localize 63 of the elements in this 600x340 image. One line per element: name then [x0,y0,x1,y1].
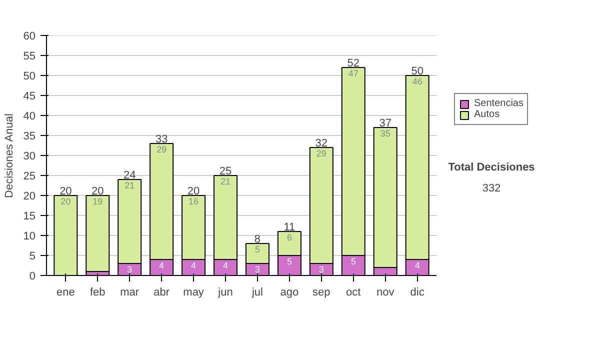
total-label: 24 [123,170,136,182]
y-tick-label: 30 [23,150,36,162]
x-tick-label: jul [250,286,263,298]
y-tick-label: 20 [23,190,36,202]
x-tick-label: mar [120,286,140,298]
data-label: 6 [286,232,292,242]
total-label: 8 [254,234,261,246]
x-tick-label: feb [90,286,106,298]
data-label: 3 [127,264,132,274]
x-tick-label: nov [376,286,395,298]
data-label: 20 [60,196,71,206]
data-label: 47 [348,68,358,78]
x-tick-label: abr [154,286,170,298]
x-tick-label: ago [280,286,299,298]
total-label: 20 [92,186,104,198]
data-label: 35 [380,128,390,138]
legend-label: Autos [474,109,500,120]
total-label: 11 [284,222,296,234]
y-tick-label: 35 [23,130,36,142]
y-tick-label: 45 [23,90,36,102]
y-tick-label: 0 [29,270,36,282]
data-label: 4 [223,260,228,270]
data-label: 19 [92,196,103,206]
total-label: 50 [411,66,424,78]
data-label: 4 [414,260,420,270]
total-label: 32 [315,138,328,150]
legend-label: Sentencias [474,98,524,109]
data-label: 5 [350,256,356,266]
total-label: 52 [347,58,360,70]
y-tick-label: 10 [23,230,36,242]
y-tick-label: 50 [23,70,36,82]
x-tick-label: dic [410,286,425,298]
text: Total Decisiones [448,162,535,174]
data-label: 29 [156,144,167,154]
y-tick-label: 5 [29,250,36,262]
y-tick-label: 25 [23,170,36,182]
data-label: 4 [159,260,164,270]
total-label: 33 [155,134,168,146]
x-tick-label: jun [217,286,233,298]
data-label: 3 [318,264,324,274]
data-label: 5 [286,256,292,266]
total-label: 25 [219,166,232,178]
text: 332 [482,182,501,194]
y-tick-label: 55 [23,50,36,62]
data-label: 29 [316,148,326,158]
data-label: 46 [412,76,422,86]
x-tick-label: may [183,286,204,298]
data-label: 16 [188,196,199,206]
x-tick-label: ene [56,286,75,298]
total-label: 20 [60,186,72,198]
x-tick-label: sep [312,286,330,298]
data-label: 4 [191,260,196,270]
x-tick-label: oct [346,286,361,298]
y-tick-label: 15 [23,210,36,222]
y-tick-label: 40 [23,110,36,122]
data-label: 21 [124,180,135,190]
data-label: 3 [254,264,260,274]
y-tick-label: 60 [23,30,36,42]
data-label: 21 [220,176,231,186]
total-label: 20 [187,186,200,198]
total-label: 37 [379,118,392,130]
y-axis-title: Decisiones Anual [3,114,16,198]
data-label: 5 [254,244,260,254]
